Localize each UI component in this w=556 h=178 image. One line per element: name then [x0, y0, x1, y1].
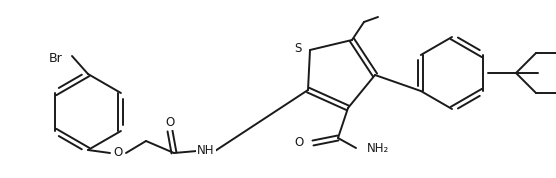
Text: Br: Br [48, 51, 62, 64]
Text: O: O [113, 146, 123, 159]
Text: S: S [295, 41, 302, 54]
Text: O: O [165, 116, 175, 130]
Text: NH₂: NH₂ [367, 142, 389, 155]
Text: NH: NH [197, 145, 215, 158]
Text: O: O [295, 137, 304, 150]
